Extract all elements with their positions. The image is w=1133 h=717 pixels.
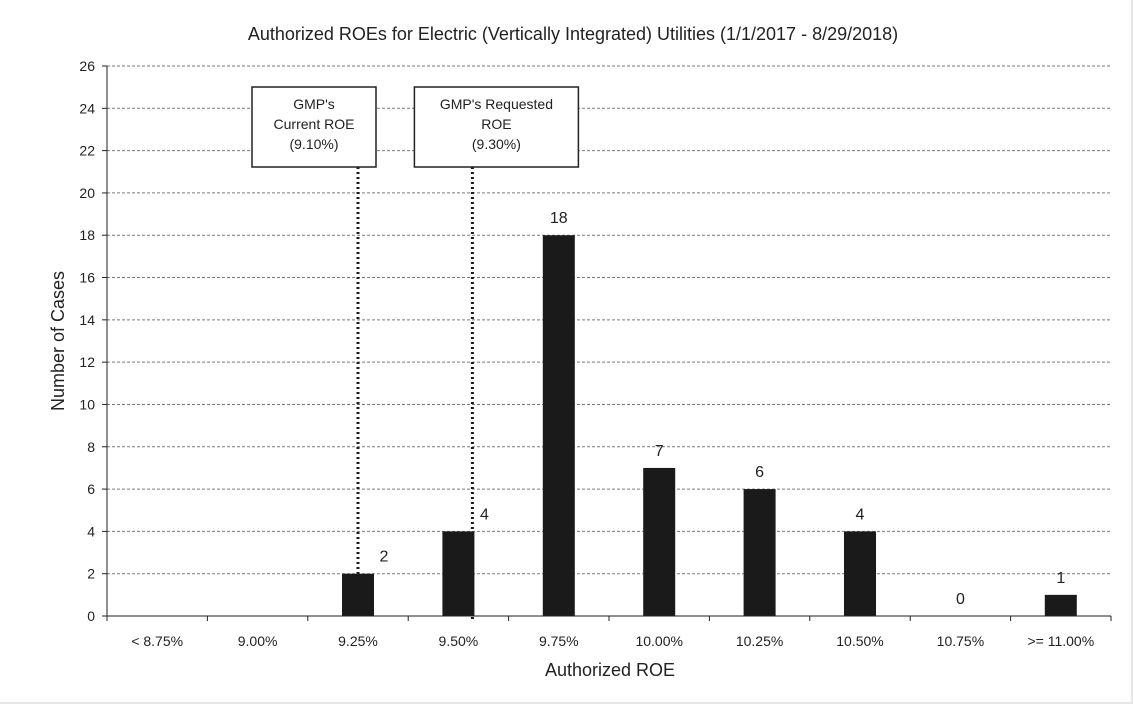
data-label: 4 [856, 506, 865, 523]
data-label: 7 [655, 443, 664, 460]
annotation-box [251, 86, 377, 168]
bars [342, 235, 1077, 616]
x-tick-label: 9.50% [439, 633, 479, 649]
y-tick-label: 0 [87, 608, 95, 624]
annotation-text: Current ROE [274, 116, 355, 132]
y-axis-label: Number of Cases [48, 271, 68, 411]
y-tick-label: 20 [79, 185, 95, 201]
y-tick-label: 24 [79, 100, 95, 116]
x-tick-label: 9.00% [238, 633, 278, 649]
bar [743, 489, 776, 616]
annotation-text: GMP's [293, 96, 335, 112]
x-tick-label: 9.75% [539, 633, 579, 649]
data-label: 6 [755, 464, 764, 481]
annotation-text: ROE [481, 116, 511, 132]
x-tick-label: >= 11.00% [1027, 633, 1094, 649]
x-axis: < 8.75% 9.00% 9.25% 9.50% 9.75% 10.00% 10.25% 1… [106, 615, 1112, 649]
y-tick-label: 8 [87, 439, 95, 455]
y-tick-label: 4 [87, 523, 95, 539]
y-tick-label: 14 [79, 312, 95, 328]
y-tick-label: 26 [79, 58, 95, 74]
annotation-box [413, 86, 580, 168]
y-tick-label: 10 [79, 396, 95, 412]
annotation-text: (9.10%) [289, 136, 338, 152]
y-tick-label: 18 [79, 227, 95, 243]
data-label: 2 [380, 549, 389, 566]
x-tick-label: 10.00% [635, 633, 682, 649]
data-label: 1 [1056, 570, 1065, 587]
y-tick-label: 6 [87, 481, 95, 497]
y-tick-label: 2 [87, 566, 95, 582]
annotation-text: (9.30%) [472, 136, 521, 152]
x-axis-label: Authorized ROE [545, 660, 675, 680]
data-label: 18 [550, 210, 568, 227]
annotations: GMP's Current ROE (9.10%) GMP's Requested RO… [251, 86, 580, 620]
data-labels: 2 4 18 7 6 4 0 1 [380, 210, 1066, 608]
y-tick-label: 22 [79, 143, 95, 159]
x-tick-label: 10.50% [836, 633, 883, 649]
annotation-text: GMP's Requested [440, 96, 553, 112]
data-label: 4 [480, 506, 489, 523]
x-tick-label: 9.25% [338, 633, 378, 649]
data-label: 0 [956, 591, 965, 608]
bar [844, 531, 876, 616]
bar [643, 467, 676, 616]
bar [542, 235, 575, 616]
y-tick-label: 12 [79, 354, 95, 370]
gridlines [107, 65, 1111, 575]
x-tick-label: 10.75% [937, 633, 984, 649]
x-tick-label: < 8.75% [131, 633, 183, 649]
chart-title: Authorized ROEs for Electric (Vertically… [248, 24, 898, 44]
bar [442, 531, 475, 616]
bar [1044, 594, 1077, 616]
bar [342, 573, 374, 616]
x-tick-label: 10.25% [736, 633, 783, 649]
y-tick-label: 16 [79, 270, 95, 286]
